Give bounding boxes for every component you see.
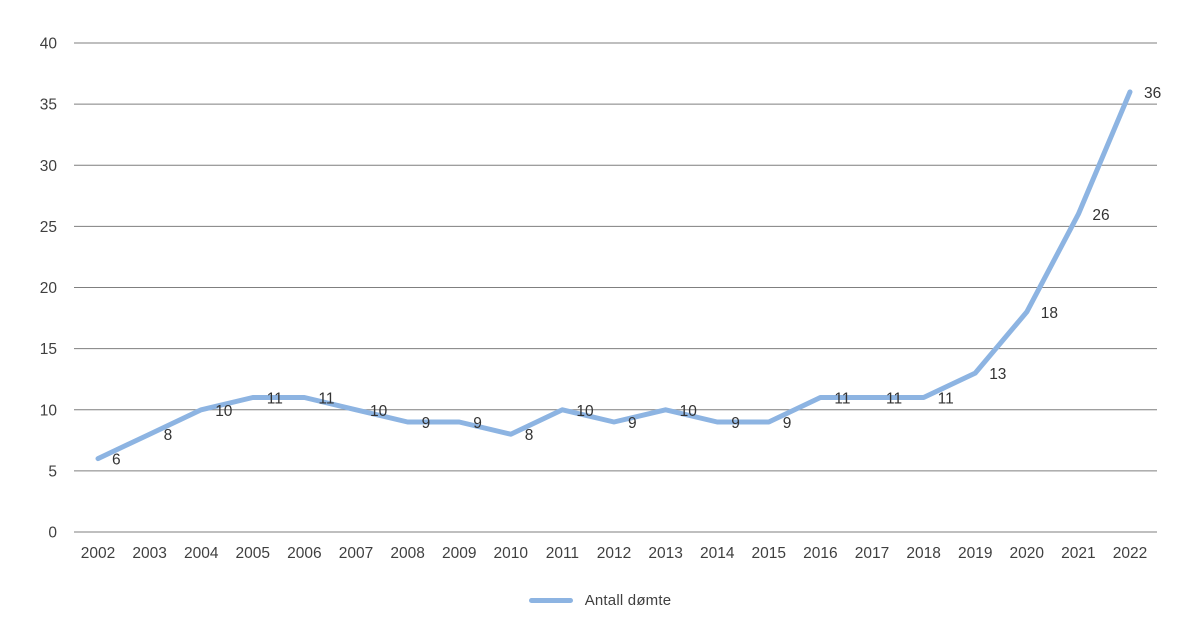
data-label: 10 [370, 403, 388, 420]
data-label: 11 [886, 391, 902, 408]
x-tick-label: 2004 [184, 545, 219, 562]
x-tick-label: 2020 [1010, 545, 1045, 562]
y-tick-label: 10 [40, 402, 58, 419]
x-tick-label: 2015 [752, 545, 786, 562]
y-tick-label: 0 [48, 525, 57, 542]
x-tick-label: 2012 [597, 545, 631, 562]
data-label: 8 [525, 427, 534, 444]
x-tick-label: 2010 [494, 545, 529, 562]
y-tick-label: 25 [40, 219, 57, 236]
y-tick-label: 20 [40, 280, 58, 297]
data-label: 18 [1041, 305, 1058, 322]
data-label: 11 [267, 391, 283, 408]
x-tick-label: 2008 [390, 545, 424, 562]
data-label: 11 [318, 391, 334, 408]
x-tick-label: 2018 [906, 545, 940, 562]
x-tick-label: 2009 [442, 545, 476, 562]
x-tick-label: 2022 [1113, 545, 1147, 562]
data-label: 36 [1144, 85, 1161, 102]
y-tick-label: 15 [40, 341, 57, 358]
data-label: 10 [680, 403, 698, 420]
x-tick-label: 2014 [700, 545, 735, 562]
legend-line-swatch [528, 597, 573, 604]
data-label: 8 [164, 427, 173, 444]
x-tick-label: 2005 [236, 545, 270, 562]
x-tick-label: 2002 [81, 545, 115, 562]
data-label: 6 [112, 452, 121, 469]
y-tick-label: 40 [40, 36, 58, 53]
data-label: 9 [783, 415, 792, 432]
y-tick-label: 35 [40, 97, 57, 114]
x-tick-label: 2021 [1061, 545, 1095, 562]
x-tick-label: 2007 [339, 545, 373, 562]
y-tick-label: 5 [48, 463, 57, 480]
data-label: 9 [422, 415, 431, 432]
data-label: 13 [989, 366, 1006, 383]
x-tick-label: 2003 [132, 545, 166, 562]
x-tick-label: 2017 [855, 545, 889, 562]
y-tick-label: 30 [40, 158, 58, 175]
data-label: 9 [731, 415, 740, 432]
legend-label: Antall dømte [584, 592, 672, 609]
chart-legend: Antall dømte [0, 592, 1200, 609]
data-label: 26 [1092, 207, 1109, 224]
data-label: 9 [628, 415, 637, 432]
x-tick-label: 2013 [648, 545, 682, 562]
x-tick-label: 2019 [958, 545, 992, 562]
x-tick-label: 2011 [546, 545, 579, 562]
data-label: 11 [938, 391, 954, 408]
x-tick-label: 2006 [287, 545, 321, 562]
data-label: 10 [215, 403, 233, 420]
x-tick-label: 2016 [803, 545, 837, 562]
chart-line-antall-dømte [95, 89, 1133, 462]
data-label: 10 [576, 403, 594, 420]
data-label: 11 [834, 391, 850, 408]
data-label: 9 [473, 415, 482, 432]
